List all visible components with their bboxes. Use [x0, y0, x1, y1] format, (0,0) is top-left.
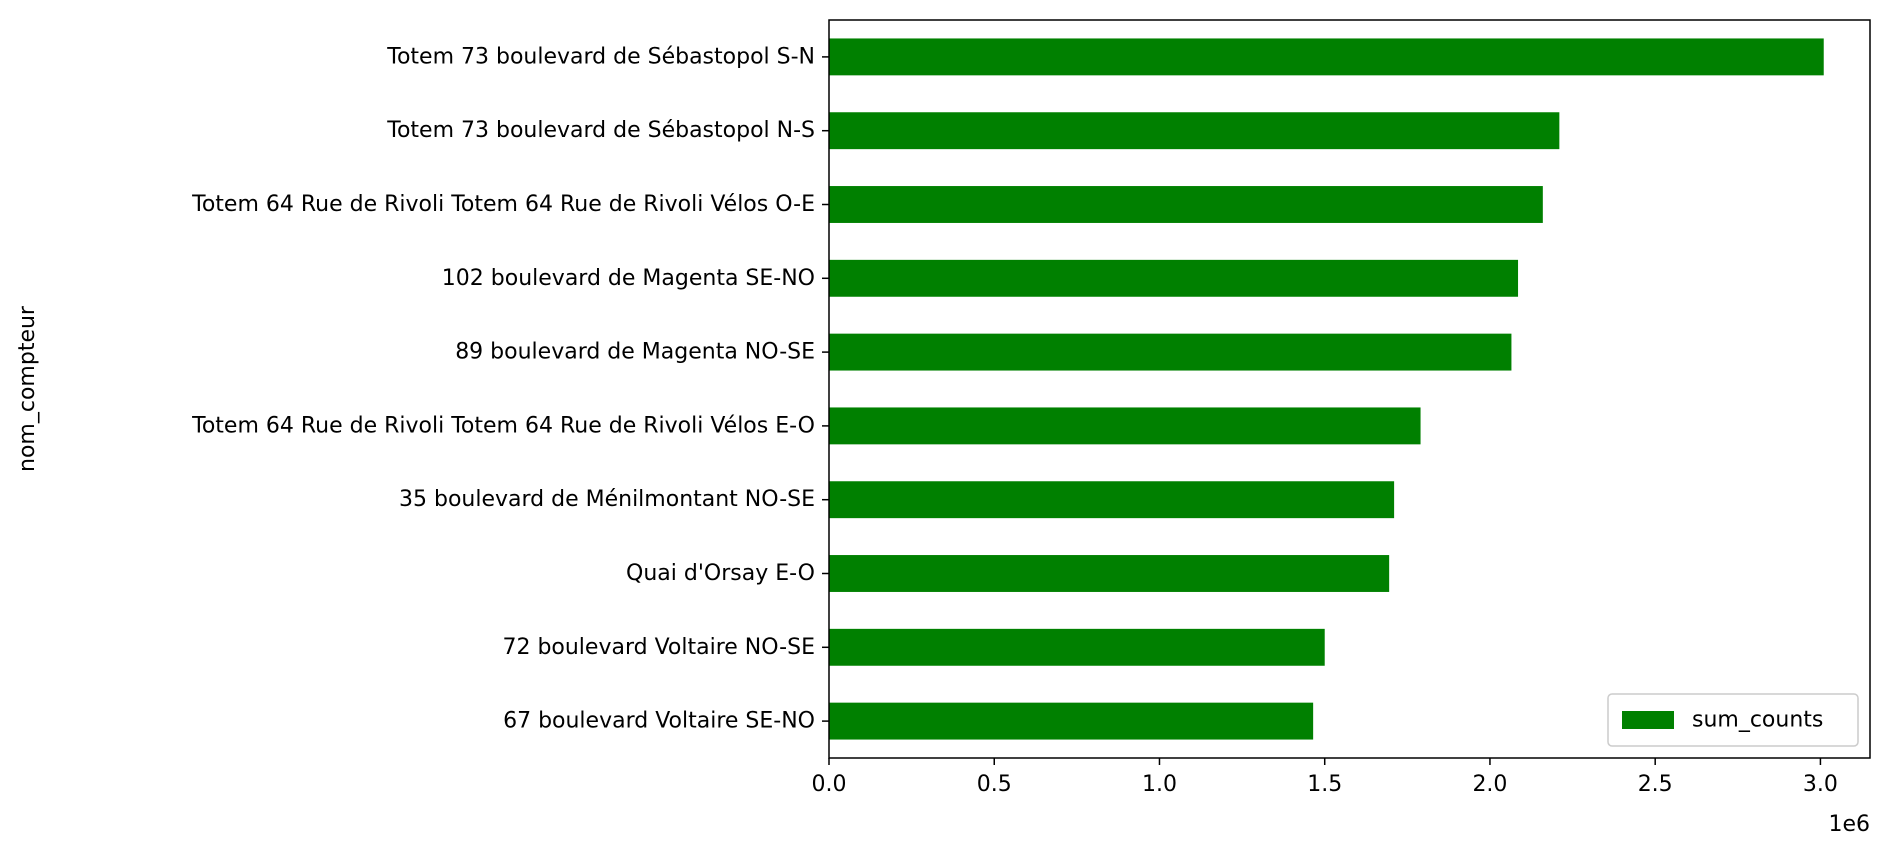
x-tick-label-5: 2.5: [1638, 772, 1673, 797]
x-tick-label-1: 0.5: [977, 772, 1012, 797]
y-tick-label-5: Totem 64 Rue de Rivoli Totem 64 Rue de R…: [191, 413, 815, 438]
x-axis: 0.0 0.5 1.0 1.5 2.0 2.5 3.0: [812, 758, 1838, 797]
x-tick-label-2: 1.0: [1142, 772, 1177, 797]
bar-8: [829, 628, 1325, 666]
legend-swatch: [1622, 711, 1674, 729]
bar-4: [829, 333, 1512, 371]
x-tick-label-0: 0.0: [812, 772, 847, 797]
legend-label: sum_counts: [1692, 708, 1823, 733]
y-tick-label-1: Totem 73 boulevard de Sébastopol N-S: [386, 118, 815, 143]
y-axis-label: nom_compteur: [15, 305, 40, 472]
bar-7: [829, 555, 1390, 592]
y-axis: Totem 73 boulevard de Sébastopol S-N Tote…: [191, 44, 829, 734]
x-tick-label-4: 2.0: [1472, 772, 1507, 797]
legend: sum_counts: [1607, 693, 1859, 747]
y-tick-label-2: Totem 64 Rue de Rivoli Totem 64 Rue de R…: [191, 192, 815, 217]
x-tick-label-6: 3.0: [1803, 772, 1838, 797]
y-tick-label-3: 102 boulevard de Magenta SE-NO: [442, 266, 815, 291]
y-tick-label-8: 72 boulevard Voltaire NO-SE: [502, 635, 815, 660]
bar-3: [829, 259, 1519, 297]
y-tick-label-0: Totem 73 boulevard de Sébastopol S-N: [386, 44, 815, 69]
bar-0: [829, 38, 1824, 76]
bar-5: [829, 407, 1421, 445]
bar-9: [829, 702, 1314, 740]
bars-layer: [829, 38, 1824, 740]
y-tick-label-7: Quai d'Orsay E-O: [626, 561, 815, 586]
y-tick-label-6: 35 boulevard de Ménilmontant NO-SE: [399, 487, 815, 512]
bar-1: [829, 112, 1560, 150]
x-axis-offset-label: 1e6: [1828, 812, 1870, 837]
x-tick-label-3: 1.5: [1307, 772, 1342, 797]
plot-frame: [828, 19, 1871, 759]
bar-6: [829, 481, 1395, 519]
y-tick-label-9: 67 boulevard Voltaire SE-NO: [503, 709, 815, 734]
legend-box: [1607, 693, 1859, 747]
bar-2: [829, 186, 1543, 223]
y-tick-label-4: 89 boulevard de Magenta NO-SE: [455, 340, 815, 365]
